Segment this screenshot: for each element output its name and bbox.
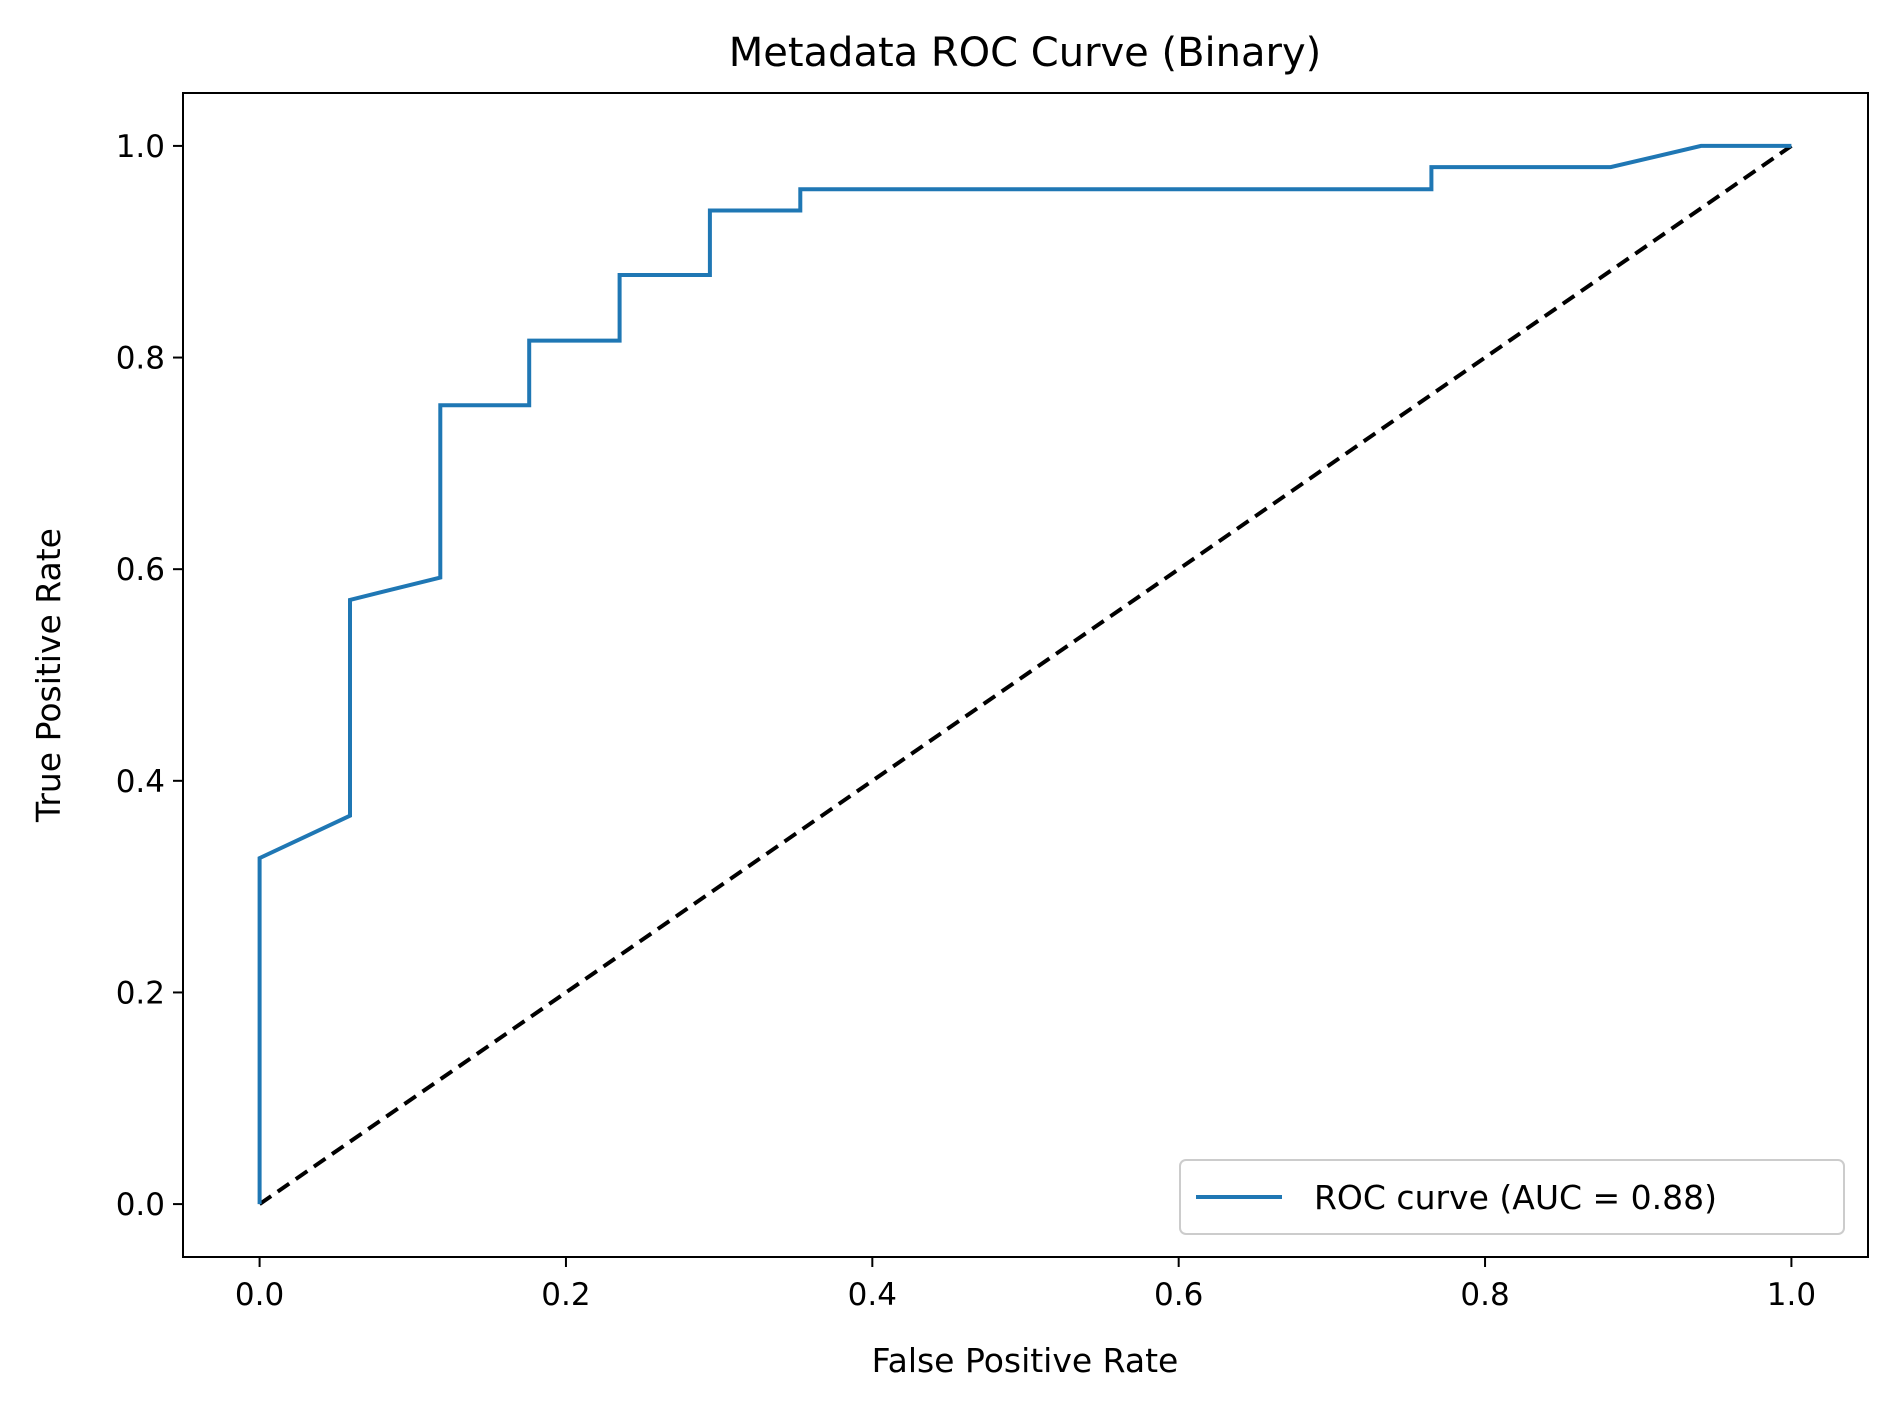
roc-curve-line [257, 143, 1792, 1205]
y-tick-label: 0.4 [116, 764, 165, 800]
y-axis-ticks: 0.0 0.2 0.4 0.6 0.8 1.0 [116, 129, 183, 1223]
x-tick-label: 0.4 [848, 1277, 897, 1313]
x-tick-label: 0.2 [541, 1277, 590, 1313]
y-tick-label: 1.0 [116, 129, 165, 165]
y-tick-label: 0.0 [116, 1187, 165, 1223]
x-axis-label: False Positive Rate [872, 1341, 1179, 1380]
plot-frame [182, 92, 1869, 1258]
x-tick-label: 0.0 [235, 1277, 284, 1313]
y-tick-label: 0.2 [116, 975, 165, 1011]
x-axis-ticks: 0.0 0.2 0.4 0.6 0.8 1.0 [235, 1257, 1816, 1313]
x-tick-label: 1.0 [1767, 1277, 1816, 1313]
reference-diagonal-line [258, 144, 1793, 1206]
chart-title: Metadata ROC Curve (Binary) [729, 30, 1322, 76]
x-tick-label: 0.6 [1154, 1277, 1203, 1313]
legend-label-roc: ROC curve (AUC = 0.88) [1314, 1178, 1717, 1217]
legend-box [1179, 1159, 1845, 1235]
x-tick-label: 0.8 [1460, 1277, 1509, 1313]
y-tick-label: 0.8 [116, 341, 165, 377]
legend: ROC curve (AUC = 0.88) [1179, 1159, 1845, 1235]
y-axis-label: True Positive Rate [29, 528, 68, 823]
y-tick-label: 0.6 [116, 552, 165, 588]
